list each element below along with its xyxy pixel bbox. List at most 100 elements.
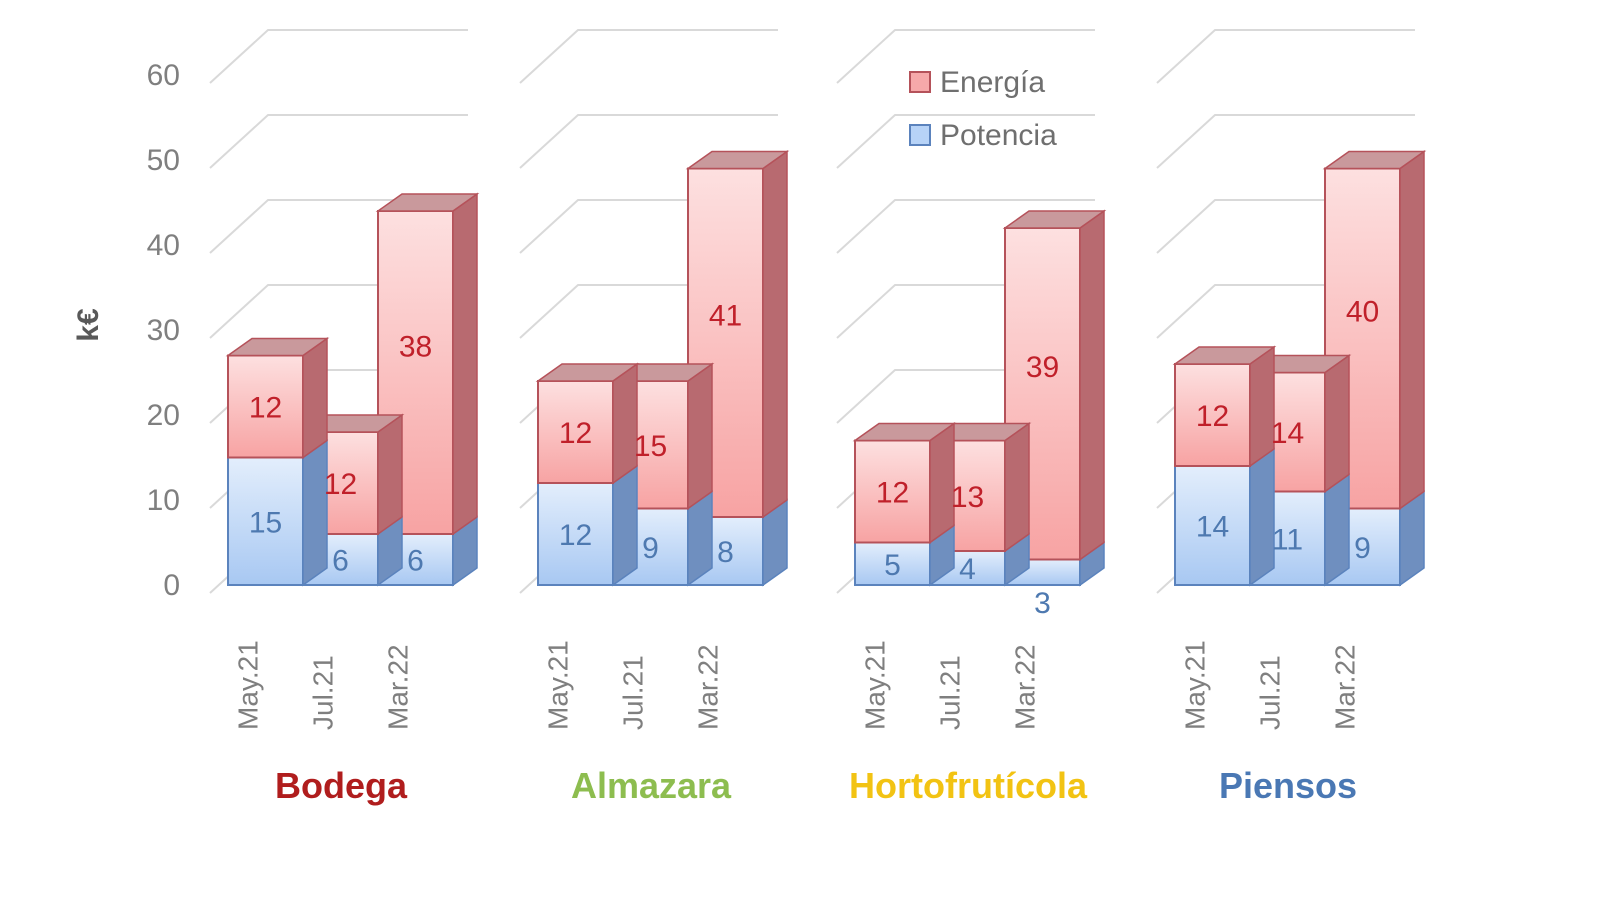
group-label: Bodega bbox=[275, 765, 408, 806]
x-tick-label: Jul.21 bbox=[308, 655, 339, 730]
bar-energia bbox=[225, 337, 330, 459]
bar-energia-top bbox=[1172, 346, 1277, 365]
x-tick-label: May.21 bbox=[233, 640, 264, 730]
data-label-potencia: 11 bbox=[1272, 523, 1303, 556]
bar-energia-top bbox=[535, 363, 640, 382]
data-label-energia: 12 bbox=[876, 477, 909, 510]
bar-potencia-side bbox=[612, 464, 638, 587]
data-label-potencia: 9 bbox=[642, 532, 659, 565]
data-label-energia: 15 bbox=[634, 430, 667, 463]
gridline bbox=[209, 114, 468, 169]
bar-energia bbox=[1247, 354, 1352, 493]
gridline bbox=[836, 114, 1095, 169]
bar-energia bbox=[1322, 150, 1427, 510]
x-tick-label: May.21 bbox=[860, 640, 891, 730]
bar-energia bbox=[1002, 209, 1107, 561]
y-tick-label: 20 bbox=[147, 399, 180, 432]
data-label-energia: 41 bbox=[709, 299, 742, 332]
y-tick-label: 30 bbox=[147, 314, 180, 347]
x-tick-label: Jul.21 bbox=[618, 655, 649, 730]
bars bbox=[225, 150, 1427, 587]
data-label-energia: 12 bbox=[324, 468, 357, 501]
x-tick-label: May.21 bbox=[1180, 640, 1211, 730]
data-label-energia: 13 bbox=[951, 481, 984, 514]
bar-energia bbox=[535, 362, 640, 485]
data-label-potencia: 9 bbox=[1354, 532, 1371, 565]
bar-potencia bbox=[854, 524, 955, 587]
bar-energia bbox=[375, 192, 480, 536]
bar-energia bbox=[1172, 345, 1277, 468]
x-tick-label: Jul.21 bbox=[935, 655, 966, 730]
data-label-potencia: 4 bbox=[959, 553, 976, 586]
gridline bbox=[836, 199, 1095, 254]
bar-energia-top bbox=[685, 150, 790, 170]
x-tick-label: Mar.22 bbox=[1330, 644, 1361, 730]
data-label-energia: 12 bbox=[249, 392, 282, 425]
bar-potencia bbox=[537, 464, 638, 587]
y-axis: 0 10 20 30 40 50 60 k€ bbox=[72, 59, 180, 602]
bar-energia-front bbox=[854, 439, 931, 544]
bar-energia-side bbox=[1079, 209, 1105, 561]
data-label-potencia: 14 bbox=[1196, 511, 1229, 544]
bar-energia-top bbox=[1322, 150, 1427, 170]
data-label-potencia: 15 bbox=[249, 506, 282, 539]
data-label-potencia: 6 bbox=[332, 545, 349, 578]
data-label-potencia: 3 bbox=[1034, 587, 1051, 620]
y-tick-label: 60 bbox=[147, 59, 180, 92]
group-label: Almazara bbox=[571, 765, 732, 806]
data-label-energia: 39 bbox=[1026, 351, 1059, 384]
gridline bbox=[519, 29, 778, 84]
bar-energia-side bbox=[1399, 150, 1425, 510]
gridline bbox=[836, 29, 1095, 84]
bar-energia-front bbox=[537, 380, 614, 484]
group-label: Hortofrutícola bbox=[849, 765, 1088, 806]
y-tick-label: 50 bbox=[147, 144, 180, 177]
data-label-energia: 12 bbox=[559, 417, 592, 450]
group-label: Piensos bbox=[1219, 765, 1357, 806]
data-label-potencia: 8 bbox=[717, 536, 734, 569]
bar-energia-side bbox=[687, 362, 713, 510]
bar-energia-top bbox=[852, 422, 957, 442]
x-tick-label: Mar.22 bbox=[693, 644, 724, 730]
x-tick-label: Mar.22 bbox=[1010, 644, 1041, 730]
gridline bbox=[1156, 29, 1415, 84]
legend-swatch bbox=[909, 71, 931, 93]
bar-energia-side bbox=[1324, 354, 1350, 493]
bar-energia-side bbox=[612, 362, 638, 485]
data-label-energia: 40 bbox=[1346, 296, 1379, 329]
data-labels: 6 38 Mar.22 6 12 Jul.21 15 12 May.21 Bodega 8 41 Mar… bbox=[233, 296, 1380, 807]
bar-energia-side bbox=[452, 192, 478, 536]
bar-energia-top bbox=[1002, 210, 1107, 229]
bar-energia-side bbox=[377, 413, 403, 536]
gridline bbox=[1156, 114, 1415, 169]
gridline bbox=[519, 114, 778, 169]
legend: Energía Potencia bbox=[909, 66, 1057, 152]
gridline bbox=[209, 29, 468, 84]
y-axis-label: k€ bbox=[72, 308, 105, 342]
legend-swatch bbox=[909, 124, 931, 146]
bar-potencia bbox=[227, 439, 328, 587]
legend-label: Energía bbox=[940, 66, 1045, 99]
bar-energia bbox=[852, 422, 957, 544]
bar-potencia-front bbox=[537, 482, 614, 586]
bar-energia-side bbox=[302, 337, 328, 459]
data-label-potencia: 5 bbox=[884, 549, 901, 582]
bar-energia-front bbox=[1174, 363, 1251, 467]
data-label-energia: 38 bbox=[399, 330, 432, 363]
bar-potencia-side bbox=[1324, 473, 1350, 587]
bar-energia-front bbox=[227, 354, 304, 459]
y-tick-label: 40 bbox=[147, 229, 180, 262]
bar-energia-top bbox=[225, 337, 330, 357]
x-tick-label: Jul.21 bbox=[1255, 655, 1286, 730]
y-tick-label: 10 bbox=[147, 484, 180, 517]
bar-potencia-side bbox=[1249, 447, 1275, 587]
data-label-energia: 12 bbox=[1196, 400, 1229, 433]
bar-energia-top bbox=[375, 193, 480, 212]
bar-energia-side bbox=[762, 150, 788, 519]
data-label-energia: 14 bbox=[1271, 417, 1304, 450]
bar-energia-side bbox=[1004, 422, 1030, 553]
bar-potencia-side bbox=[302, 439, 328, 587]
y-tick-label: 0 bbox=[163, 569, 180, 602]
data-label-potencia: 12 bbox=[559, 519, 592, 552]
